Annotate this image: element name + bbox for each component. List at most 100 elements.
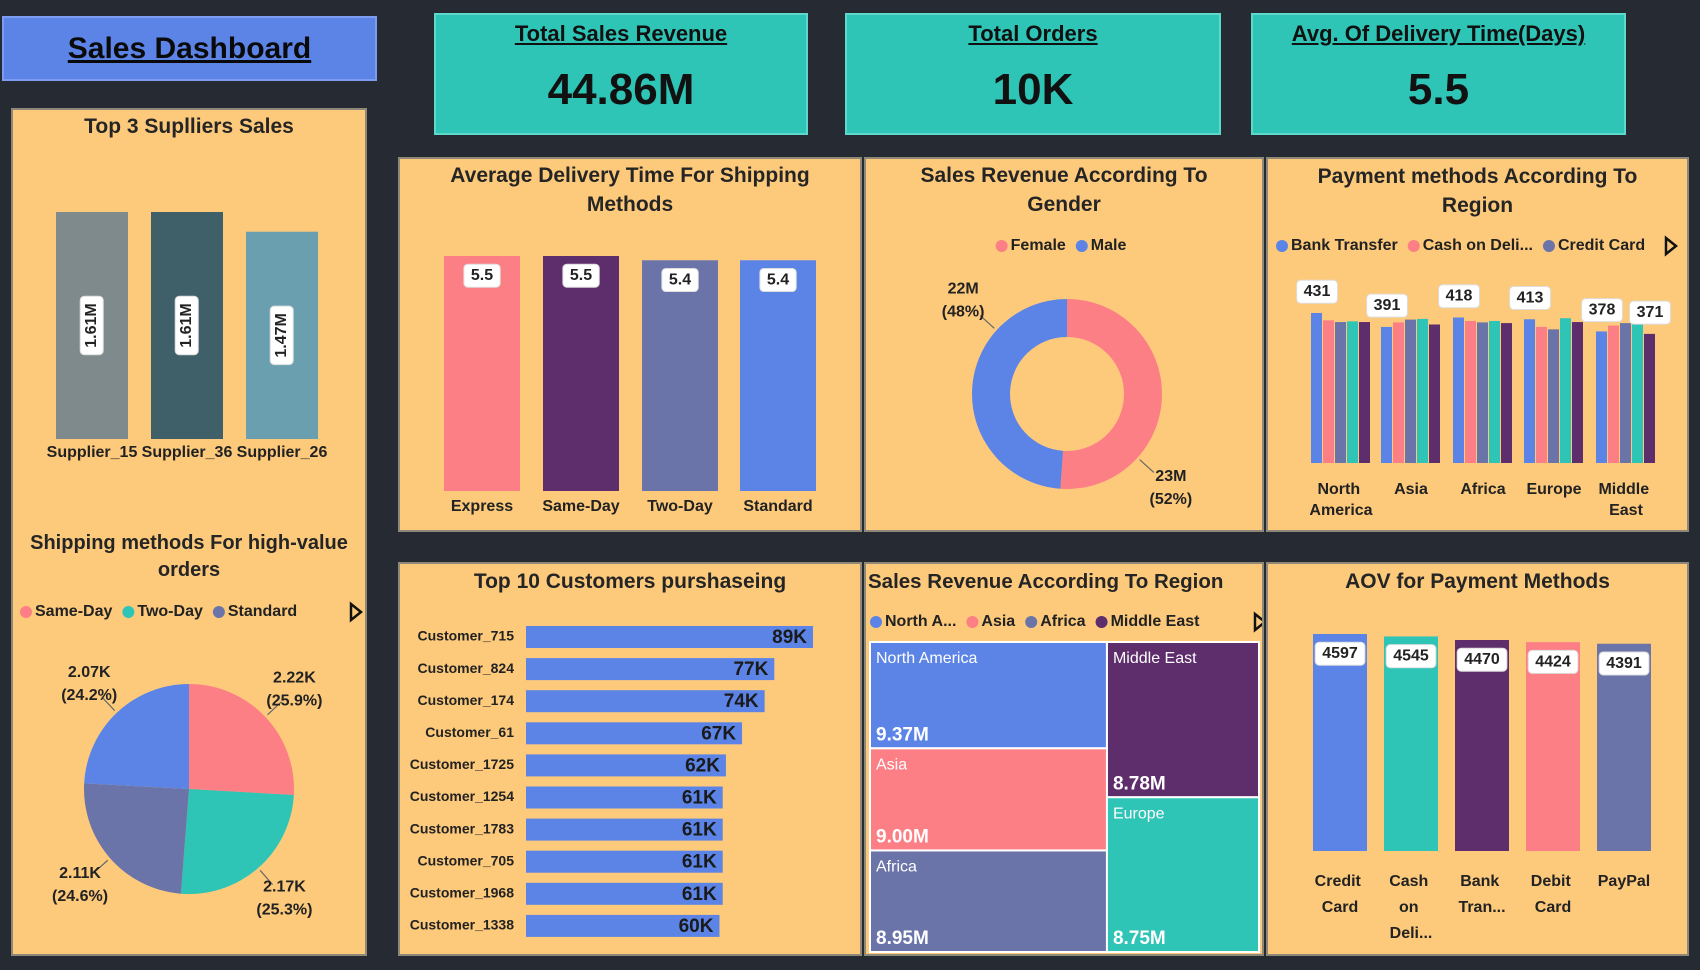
bar <box>526 818 723 841</box>
data-label: 391 <box>1374 297 1401 314</box>
legend: Bank Transfer Cash on Deli... Credit Card <box>1276 237 1645 254</box>
bar <box>1311 313 1322 463</box>
data-label: 413 <box>1517 289 1544 306</box>
y-tick-label: Customer_715 <box>418 628 515 644</box>
data-label: 61K <box>682 788 717 809</box>
legend-marker <box>1075 240 1088 252</box>
x-tick-label: Express <box>451 498 513 515</box>
y-tick-label: Customer_1338 <box>410 917 514 933</box>
data-label-box <box>1296 279 1338 304</box>
bar <box>1417 318 1428 463</box>
legend-label: Bank Transfer <box>1291 237 1398 254</box>
x-tick-label: Supplier_36 <box>142 444 233 461</box>
y-tick-label: Customer_1968 <box>410 885 514 901</box>
data-label-box <box>1385 644 1437 669</box>
data-label-group: 1.61M <box>174 295 199 356</box>
data-label: 5.5 <box>471 267 493 284</box>
chart-title: Sales Revenue According To Gender <box>920 164 1208 216</box>
bar <box>642 260 718 491</box>
data-label: 1.61M <box>178 303 195 347</box>
legend-marker <box>1276 240 1288 252</box>
kpi-card: Total Orders 10K <box>845 13 1221 135</box>
legend-label: Two-Day <box>137 603 203 620</box>
data-label: 22M <box>948 280 979 297</box>
leader-line <box>1139 459 1155 473</box>
data-label-box <box>463 263 501 288</box>
chart-title: Average Delivery Time For Shipping Metho… <box>450 164 810 216</box>
tile-value: 8.78M <box>1113 773 1166 794</box>
leader-line <box>101 696 116 712</box>
slice <box>189 684 294 795</box>
chart-title: Top 10 Customers purshaseing <box>473 570 787 593</box>
x-tick-label: Two-Day <box>647 498 713 515</box>
kpi-label: Total Sales Revenue <box>514 21 728 46</box>
bar <box>1524 319 1535 463</box>
bar <box>1548 329 1559 463</box>
bar <box>1620 323 1631 463</box>
treemap-tile <box>1105 641 1260 799</box>
data-label-group: 1.61M <box>79 295 104 356</box>
bar <box>444 256 520 491</box>
slice <box>971 299 1067 489</box>
data-label: 77K <box>733 659 768 680</box>
chart-section: 2.22K (25.9%) 2.17K (25.3%) 2.11K (24.6%) 2.07… <box>11 518 367 956</box>
legend-arrow[interactable] <box>349 601 364 623</box>
leader-line <box>93 859 109 874</box>
bar <box>526 658 775 681</box>
data-label: 60K <box>679 916 714 937</box>
chart: 5.5 Express 5.5 Same-Day 5.4 Two-Day 5.4 Standa… <box>444 256 816 515</box>
data-label-box <box>1581 298 1623 323</box>
data-label: 4391 <box>1606 655 1642 672</box>
chart: Customer_715 89K Customer_824 77K Customer_1… <box>410 626 813 937</box>
data-label: 418 <box>1446 288 1473 305</box>
treemap-tile <box>869 849 1108 953</box>
chart-panel: Customer_715 89K Customer_824 77K Customer_1… <box>398 562 862 956</box>
legend-arrow[interactable] <box>1664 235 1679 257</box>
tile-label: Middle East <box>1113 650 1197 667</box>
data-label: 371 <box>1637 304 1664 321</box>
chart-title: AOV for Payment Methods <box>1345 570 1610 593</box>
legend-arrow[interactable] <box>1253 611 1264 633</box>
bar <box>526 626 813 648</box>
kpi-label: Total Orders <box>968 21 1098 46</box>
kpi-value: 10K <box>992 65 1074 114</box>
legend: North A... Asia Africa Middle East <box>870 613 1200 630</box>
bar <box>526 850 723 873</box>
bar <box>1347 321 1358 463</box>
bar <box>1597 643 1651 851</box>
legend-marker <box>966 616 979 628</box>
legend-marker <box>20 606 32 618</box>
legend-label: Male <box>1091 237 1127 254</box>
chart: North America 9.37M Asia 9.00M Africa 8.95M Mi… <box>869 611 1264 953</box>
x-tick-label: Asia <box>1394 481 1428 498</box>
data-label: 2.22K <box>273 670 316 687</box>
y-tick-label: Customer_174 <box>418 692 515 708</box>
bar <box>1632 322 1643 463</box>
bar <box>1335 322 1346 463</box>
x-tick-label: Credit Card <box>1315 873 1366 916</box>
chart-section: 1.61M Supplier_15 1.61M Supplier_36 1.47M Sup… <box>11 108 367 518</box>
bar <box>1405 319 1416 463</box>
bar <box>1501 323 1512 463</box>
slice <box>84 684 189 789</box>
data-label: 2.17K <box>263 878 306 895</box>
data-label: (24.2%) <box>61 687 117 704</box>
legend-label: Same-Day <box>35 603 112 620</box>
legend-marker <box>870 616 882 628</box>
legend-marker <box>995 240 1008 252</box>
data-label-box <box>1456 647 1508 672</box>
bar <box>1572 322 1583 463</box>
y-tick-label: Customer_61 <box>425 724 514 740</box>
data-label: 5.4 <box>669 271 691 288</box>
data-label: 74K <box>724 691 759 712</box>
legend-label: North A... <box>885 613 956 630</box>
kpi-label: Avg. Of Delivery Time(Days) <box>1291 21 1586 46</box>
data-label-box <box>1598 651 1650 676</box>
x-tick-label: Same-Day <box>542 498 619 515</box>
legend-marker <box>122 606 135 618</box>
y-tick-label: Customer_705 <box>418 852 515 868</box>
data-label: (25.9%) <box>266 693 322 710</box>
data-label-box <box>759 267 797 293</box>
data-label: 431 <box>1304 283 1331 300</box>
tile-label: Europe <box>1113 805 1165 822</box>
